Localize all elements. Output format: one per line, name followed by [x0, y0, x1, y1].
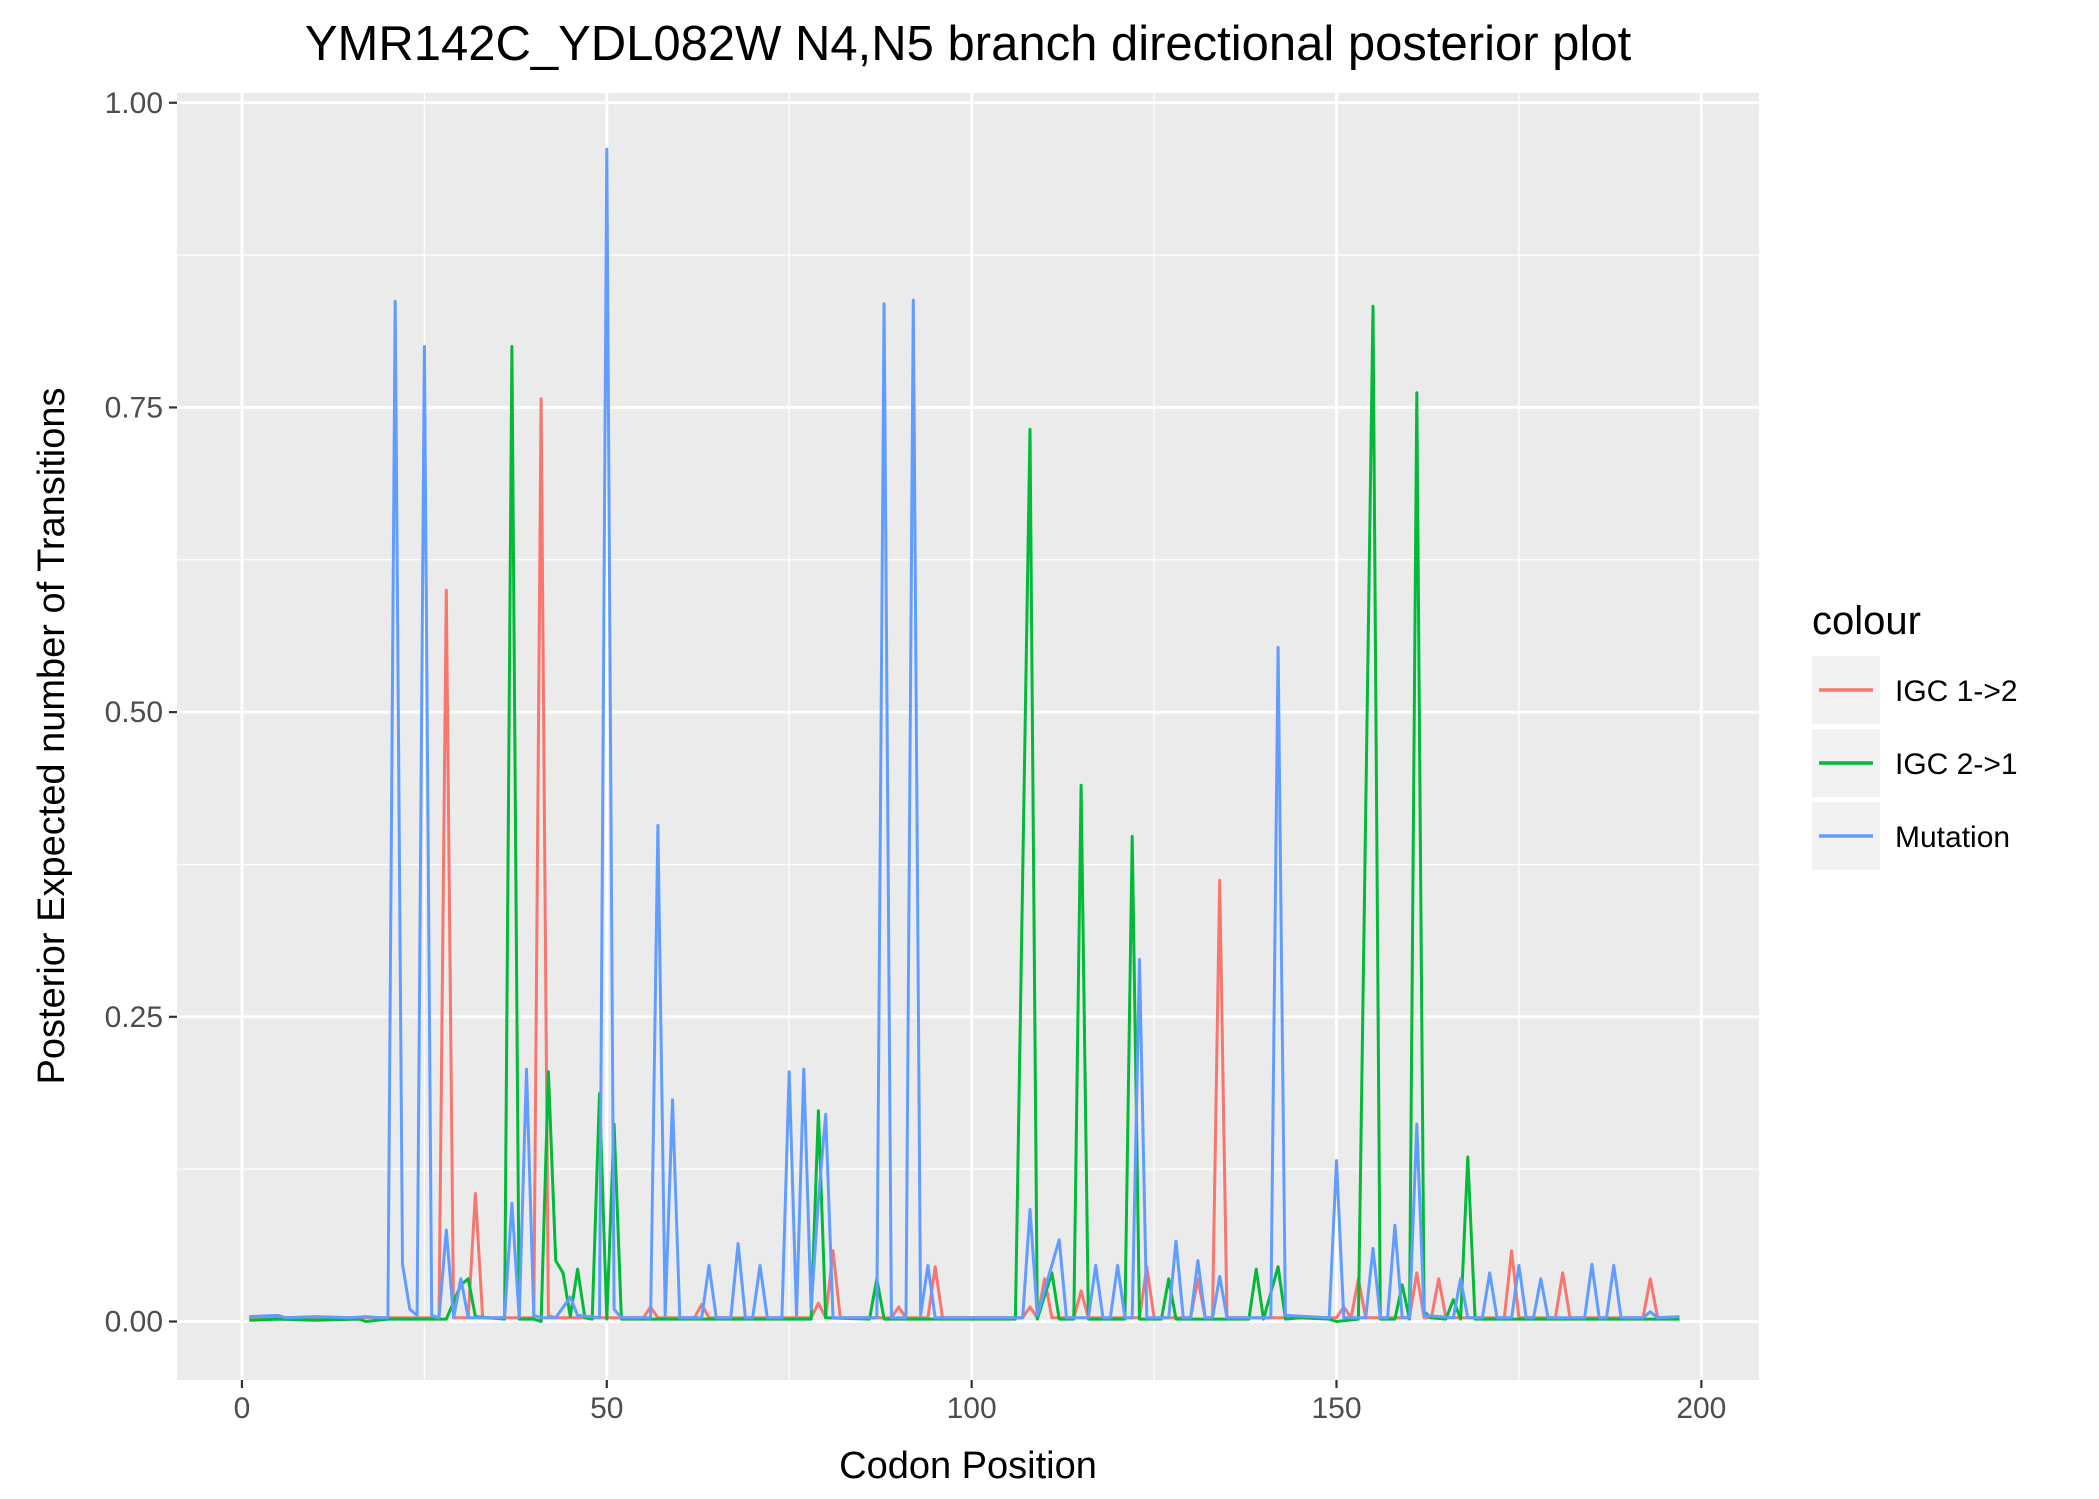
x-axis-title: Codon Position	[839, 1445, 1097, 1487]
legend-label-igc-1-to-2: IGC 1->2	[1895, 675, 2018, 708]
major-gridlines	[177, 93, 1759, 1380]
series-line-mutation	[249, 147, 1680, 1320]
series-line-igc-1-to-2	[249, 397, 1680, 1320]
x-tick-label: 200	[1676, 1392, 1726, 1425]
series-line-igc-2-to-1	[249, 304, 1680, 1323]
y-axis-ticks: 0.00 0.25 0.50 0.75 1.00	[105, 87, 177, 1339]
series-lines	[249, 147, 1680, 1323]
x-tick-label: 50	[590, 1392, 623, 1425]
x-tick-label: 0	[234, 1392, 251, 1425]
chart-title: YMR142C_YDL082W N4,N5 branch directional…	[305, 17, 1632, 71]
y-axis-title: Posterior Expected number of Transitions	[31, 387, 73, 1084]
y-tick-label: 0.75	[105, 391, 163, 424]
x-tick-label: 150	[1311, 1392, 1361, 1425]
legend-items: IGC 1->2 IGC 2->1 Mutation	[1812, 656, 2018, 870]
legend-label-mutation: Mutation	[1895, 821, 2010, 854]
legend: colour IGC 1->2 IGC 2->1 Mutation	[1812, 599, 2018, 870]
panel-background	[177, 93, 1759, 1380]
y-tick-label: 0.25	[105, 1001, 163, 1034]
y-tick-label: 0.00	[105, 1306, 163, 1339]
legend-label-igc-2-to-1: IGC 2->1	[1895, 748, 2018, 781]
y-tick-label: 1.00	[105, 87, 163, 120]
y-tick-label: 0.50	[105, 696, 163, 729]
x-tick-label: 100	[947, 1392, 997, 1425]
x-axis-ticks: 0 50 100 150 200	[234, 1380, 1726, 1425]
legend-title: colour	[1812, 599, 1921, 643]
